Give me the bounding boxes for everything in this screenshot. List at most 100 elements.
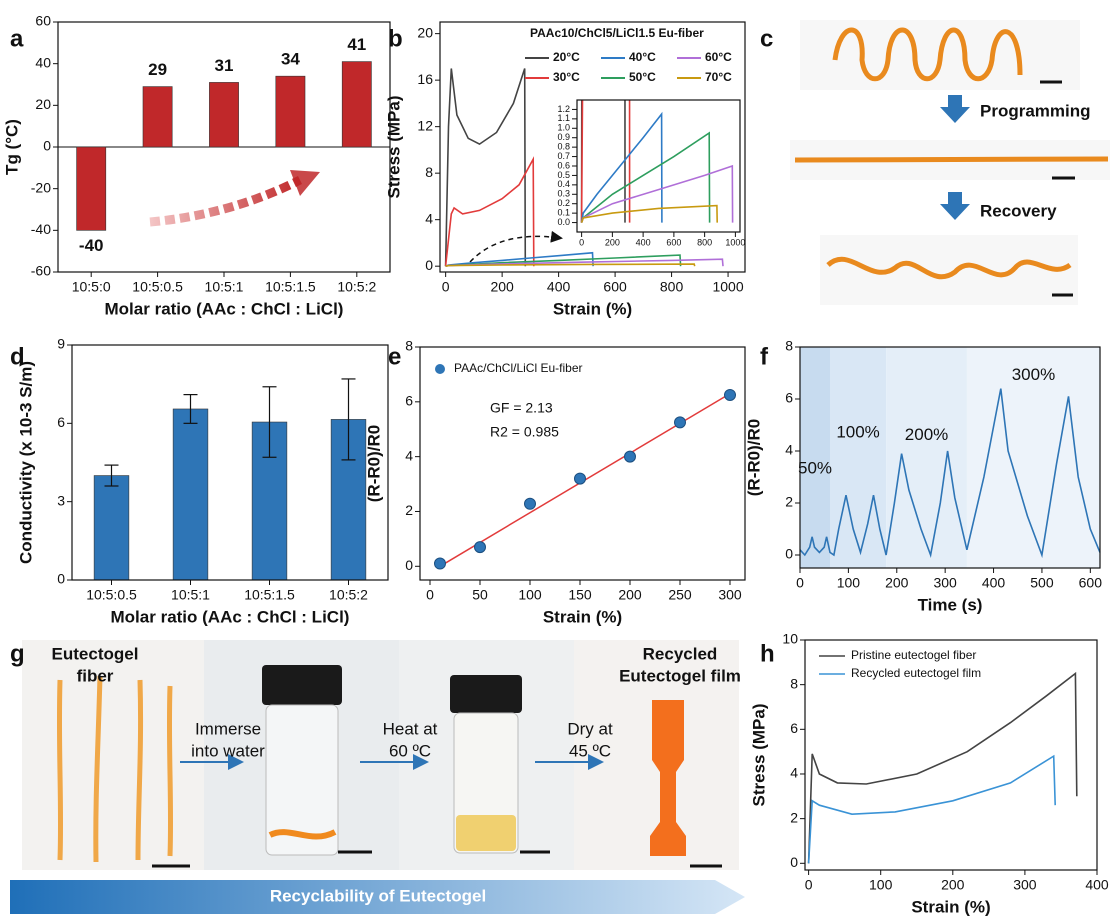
y-tick-label: 16 [417, 71, 433, 87]
y-axis-label: (R-R0)/R0 [744, 419, 763, 496]
x-axis-label: Time (s) [918, 595, 983, 614]
y-tick-label: 20 [417, 24, 433, 40]
y-tick-label: 0.1 [557, 208, 570, 218]
line-series [446, 159, 534, 266]
data-point [725, 389, 736, 400]
x-tick-label: 400 [547, 279, 571, 295]
x-tick-label: 200 [618, 587, 642, 603]
data-label: 31 [215, 56, 234, 75]
strain-region [886, 347, 967, 568]
inset-pointer [470, 236, 560, 262]
bar [276, 76, 305, 147]
x-tick-label: 500 [1030, 575, 1054, 591]
y-tick-label: 60 [35, 13, 51, 29]
data-point [675, 417, 686, 428]
strain-region [800, 347, 830, 568]
x-tick-label: 800 [660, 279, 684, 295]
y-tick-label: 8 [785, 338, 793, 354]
panel-letter: a [10, 25, 24, 52]
x-axis-label: Molar ratio (AAc : ChCl : LiCl) [105, 299, 344, 318]
x-tick-label: 10:5:1.5 [265, 279, 316, 295]
y-tick-label: 20 [35, 96, 51, 112]
photo-caption: 60 ºC [389, 741, 431, 760]
annotation: R2 = 0.985 [490, 424, 559, 440]
legend-title: PAAc10/ChCl5/LiCl1.5 Eu-fiber [530, 26, 704, 40]
bar [143, 87, 172, 147]
y-tick-label: 6 [405, 393, 413, 409]
x-tick-label: 0 [796, 575, 804, 591]
y-tick-label: 12 [417, 117, 433, 133]
figure: Programming Recovery Recyclability of Eu… [0, 0, 1115, 917]
line-series [446, 264, 695, 266]
x-tick-label: 100 [518, 587, 542, 603]
x-tick-label: 10:5:1 [205, 279, 244, 295]
x-tick-label: 250 [668, 587, 692, 603]
trend-arrow [150, 180, 300, 222]
photo-caption: Immerse [195, 719, 261, 738]
x-tick-label: 10:5:0 [72, 279, 111, 295]
y-axis-label: Conductivity (x 10-3 S/m) [16, 361, 35, 564]
region-label: 100% [836, 422, 879, 441]
panel-letter: h [760, 640, 775, 667]
x-tick-label: 10:5:0.5 [132, 279, 183, 295]
photo-panel-c: Programming Recovery [790, 20, 1110, 305]
x-tick-label: 1000 [725, 237, 745, 247]
data-point [625, 451, 636, 462]
y-tick-label: 3 [57, 492, 65, 508]
y-tick-label: 0.4 [557, 179, 570, 189]
x-tick-label: 400 [1085, 877, 1109, 893]
photo-caption: Eutectogel [52, 644, 139, 663]
panel-letter: f [760, 343, 769, 370]
y-tick-label: 1.0 [557, 123, 570, 133]
bar [342, 62, 371, 147]
y-tick-label: 6 [785, 390, 793, 406]
annotation: GF = 2.13 [490, 400, 553, 416]
legend-label: 70°C [705, 70, 732, 84]
y-tick-label: 40 [35, 54, 51, 70]
y-tick-label: 0.9 [557, 132, 570, 142]
x-tick-label: 10:5:1.5 [244, 587, 295, 603]
banner-text: Recyclability of Eutectogel [270, 886, 486, 905]
x-tick-label: 50 [472, 587, 488, 603]
arrow [940, 95, 970, 123]
x-tick-label: 600 [666, 237, 681, 247]
legend-label: Recycled eutectogel film [851, 666, 981, 680]
photo-caption: Recycled [643, 644, 718, 663]
x-tick-label: 200 [605, 237, 620, 247]
y-tick-label: 10 [782, 631, 798, 647]
x-tick-label: 200 [490, 279, 514, 295]
y-tick-label: 2 [790, 809, 798, 825]
vial-cap [262, 665, 342, 705]
x-axis-label: Strain (%) [553, 299, 632, 318]
panel-letter: e [388, 343, 401, 370]
y-tick-label: 0.7 [557, 151, 570, 161]
y-axis-label: Stress (MPa) [384, 96, 403, 199]
bar [77, 147, 106, 230]
bar [173, 409, 208, 580]
data-label: 41 [347, 35, 366, 54]
x-axis-label: Molar ratio (AAc : ChCl : LiCl) [111, 607, 350, 626]
y-tick-label: 0 [785, 546, 793, 562]
line-series [446, 69, 526, 267]
arrow [940, 192, 970, 220]
x-tick-label: 0 [805, 877, 813, 893]
y-tick-label: 9 [57, 336, 65, 352]
y-tick-label: 0 [43, 138, 51, 154]
straight-fiber [795, 159, 1108, 160]
legend-label: Pristine eutectogel fiber [851, 648, 976, 662]
y-tick-label: 4 [405, 447, 413, 463]
y-axis-label: (R-R0)/R0 [364, 425, 383, 502]
y-tick-label: 6 [57, 414, 65, 430]
x-tick-label: 200 [885, 575, 909, 591]
x-tick-label: 800 [697, 237, 712, 247]
x-axis-label: Strain (%) [911, 897, 990, 916]
panel-letter: g [10, 640, 25, 667]
region-label: 300% [1012, 365, 1055, 384]
legend-label: PAAc/ChCl/LiCl Eu-fiber [454, 361, 582, 375]
y-tick-label: -60 [31, 263, 51, 279]
vial-cap [450, 675, 522, 713]
data-point [475, 542, 486, 553]
legend-label: 40°C [629, 50, 656, 64]
y-tick-label: 0 [790, 854, 798, 870]
y-tick-label: 1.2 [557, 104, 570, 114]
